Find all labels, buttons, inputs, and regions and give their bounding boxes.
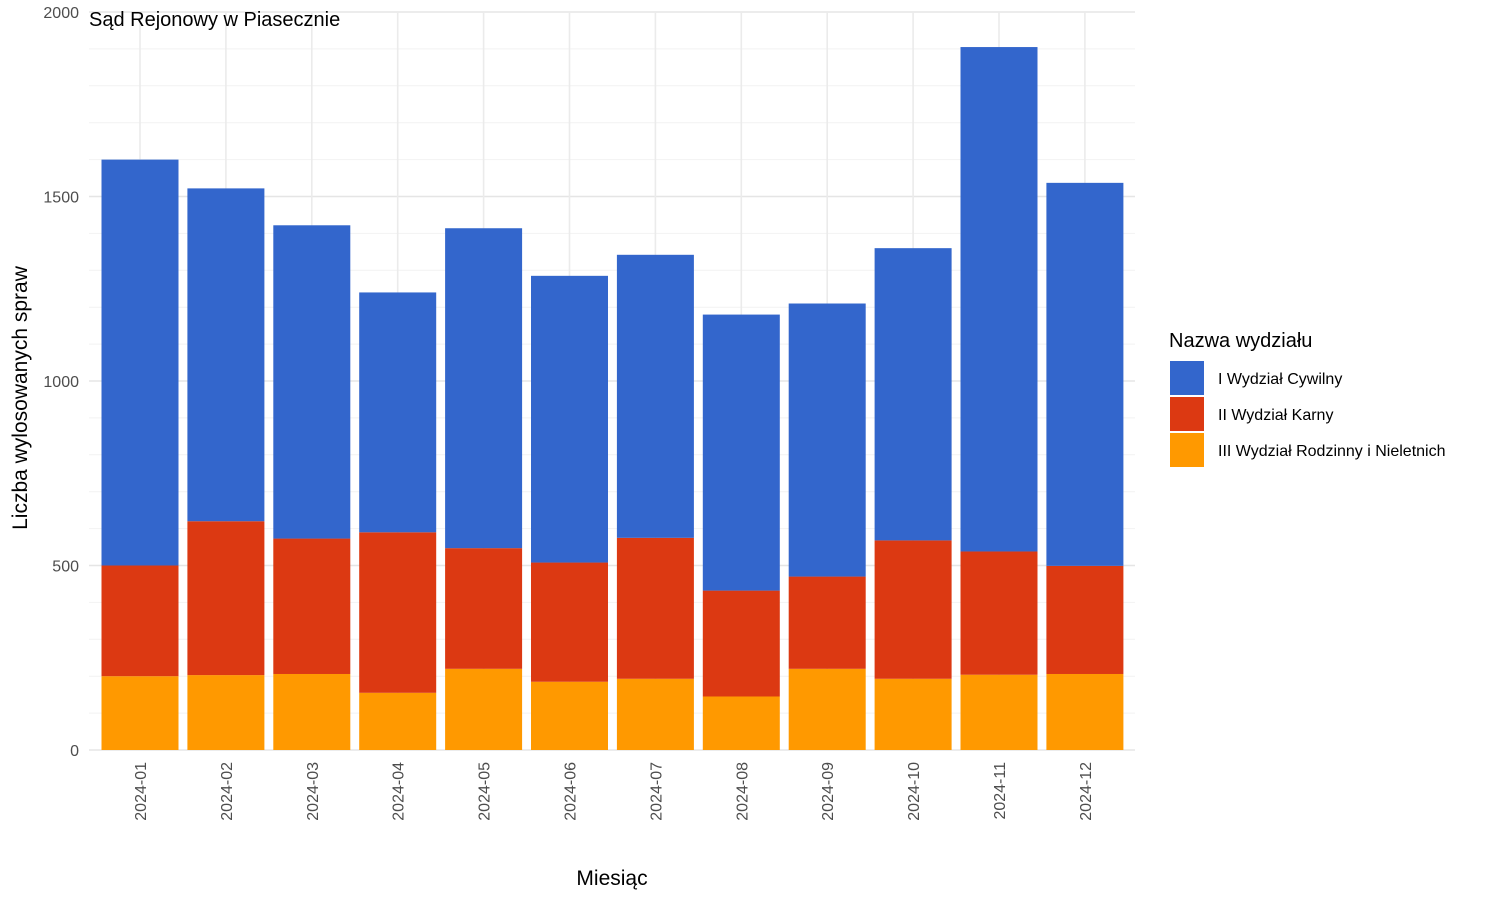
bar-segment-2024-12-series-1 bbox=[1046, 565, 1124, 674]
bar-segment-2024-04-series-0 bbox=[359, 692, 437, 750]
legend-title: Nazwa wydziału bbox=[1169, 330, 1312, 352]
y-axis: 0 500 1000 1500 2000 bbox=[43, 5, 79, 760]
bar-segment-2024-06-series-1 bbox=[531, 562, 608, 682]
legend-label: I Wydział Cywilny bbox=[1218, 371, 1342, 388]
bar-segment-2024-11-series-0 bbox=[960, 674, 1038, 750]
bar-segment-2024-01-series-1 bbox=[101, 565, 179, 677]
bar-segment-2024-07-series-0 bbox=[616, 678, 694, 750]
chart-title: Sąd Rejonowy w Piasecznie bbox=[89, 9, 340, 31]
bar-segment-2024-06-series-0 bbox=[531, 681, 608, 750]
legend-swatch bbox=[1170, 397, 1204, 431]
bars bbox=[101, 47, 1124, 750]
y-tick-label: 1500 bbox=[43, 190, 79, 207]
y-tick-label: 500 bbox=[52, 559, 79, 576]
legend-label: III Wydział Rodzinny i Nieletnich bbox=[1218, 443, 1446, 460]
x-tick-label: 2024-11 bbox=[992, 762, 1009, 820]
bar-segment-2024-10-series-2 bbox=[874, 248, 952, 541]
bar-segment-2024-12-series-2 bbox=[1046, 182, 1124, 566]
bar-segment-2024-09-series-1 bbox=[788, 576, 866, 669]
x-tick-label: 2024-07 bbox=[648, 762, 665, 821]
legend-swatch bbox=[1170, 361, 1204, 395]
x-axis: 2024-01 2024-02 2024-03 2024-04 2024-05 2024-… bbox=[133, 762, 1095, 821]
x-tick-label: 2024-06 bbox=[563, 762, 580, 821]
bar-segment-2024-06-series-2 bbox=[531, 275, 608, 563]
bar-segment-2024-01-series-0 bbox=[101, 676, 179, 750]
bar-segment-2024-08-series-0 bbox=[702, 696, 780, 750]
y-axis-title: Liczba wylosowanych spraw bbox=[9, 265, 32, 530]
x-tick-label: 2024-08 bbox=[734, 762, 751, 821]
x-tick-label: 2024-04 bbox=[391, 762, 408, 821]
legend-label: II Wydział Karny bbox=[1218, 407, 1333, 424]
y-tick-label: 1000 bbox=[43, 374, 79, 391]
bar-segment-2024-09-series-2 bbox=[788, 303, 866, 577]
bar-segment-2024-07-series-1 bbox=[616, 537, 694, 679]
legend: Nazwa wydziału I Wydział Cywilny II Wydzi… bbox=[1169, 330, 1446, 467]
bar-segment-2024-07-series-2 bbox=[616, 254, 694, 538]
x-tick-label: 2024-05 bbox=[477, 762, 494, 821]
bar-segment-2024-05-series-1 bbox=[445, 548, 523, 669]
x-tick-label: 2024-12 bbox=[1078, 762, 1095, 821]
bar-segment-2024-01-series-2 bbox=[101, 159, 179, 566]
y-tick-label: 2000 bbox=[43, 5, 79, 22]
bar-segment-2024-03-series-1 bbox=[273, 538, 351, 674]
x-tick-label: 2024-01 bbox=[133, 762, 150, 821]
x-tick-label: 2024-10 bbox=[906, 762, 923, 821]
bar-segment-2024-11-series-2 bbox=[960, 47, 1038, 552]
bar-segment-2024-08-series-1 bbox=[702, 590, 780, 697]
bar-segment-2024-02-series-2 bbox=[187, 188, 265, 522]
bar-segment-2024-03-series-2 bbox=[273, 225, 351, 539]
bar-segment-2024-08-series-2 bbox=[702, 314, 780, 591]
bar-segment-2024-04-series-1 bbox=[359, 532, 437, 693]
bar-segment-2024-12-series-0 bbox=[1046, 673, 1124, 750]
x-tick-label: 2024-02 bbox=[219, 762, 236, 821]
bar-segment-2024-05-series-0 bbox=[445, 668, 523, 750]
x-tick-label: 2024-09 bbox=[820, 762, 837, 821]
bar-segment-2024-10-series-1 bbox=[874, 540, 952, 679]
x-axis-title: Miesiąc bbox=[576, 867, 647, 890]
y-tick-label: 0 bbox=[70, 743, 79, 760]
bar-segment-2024-04-series-2 bbox=[359, 292, 437, 533]
bar-segment-2024-09-series-0 bbox=[788, 668, 866, 750]
bar-segment-2024-11-series-1 bbox=[960, 551, 1038, 675]
bar-segment-2024-02-series-1 bbox=[187, 521, 265, 676]
bar-segment-2024-10-series-0 bbox=[874, 678, 952, 750]
bar-segment-2024-03-series-0 bbox=[273, 673, 351, 750]
x-tick-label: 2024-03 bbox=[305, 762, 322, 821]
bar-segment-2024-05-series-2 bbox=[445, 228, 523, 549]
legend-swatch bbox=[1170, 433, 1204, 467]
bar-segment-2024-02-series-0 bbox=[187, 675, 265, 750]
